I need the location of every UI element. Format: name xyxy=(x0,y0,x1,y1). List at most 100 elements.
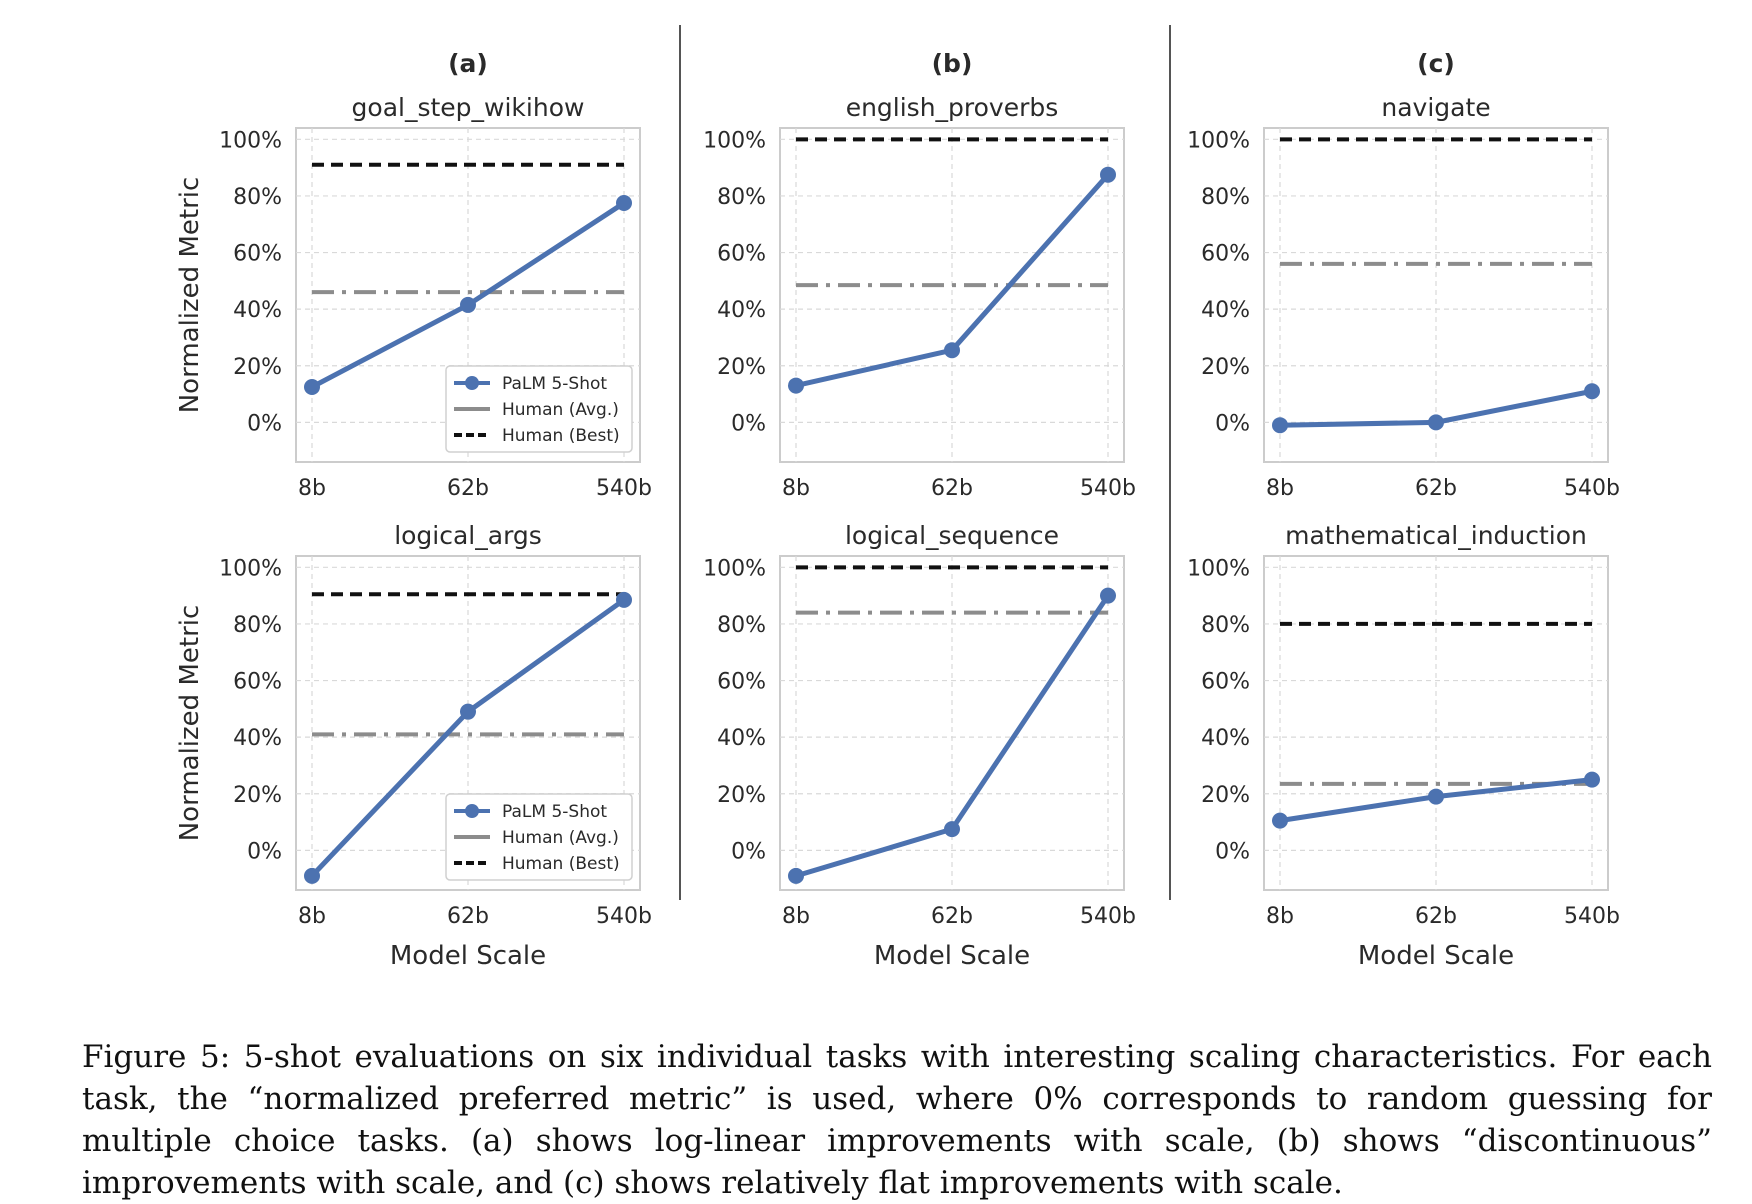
x-tick-label: 8b xyxy=(298,476,326,501)
y-tick-label: 60% xyxy=(233,670,282,695)
y-tick-label: 0% xyxy=(1215,411,1250,436)
y-tick-label: 60% xyxy=(717,242,766,267)
y-tick-label: 100% xyxy=(1187,556,1250,581)
chart-panel-navigate: 0% 20% 40% 60% 80% 100% 8b 62b 540b (c) navigate xyxy=(1187,49,1620,501)
x-tick-label: 540b xyxy=(1564,904,1620,929)
legend-label: PaLM 5-Shot xyxy=(502,802,607,822)
x-tick-label: 540b xyxy=(1564,476,1620,501)
y-tick-label: 40% xyxy=(233,726,282,751)
y-tick-label: 20% xyxy=(717,355,766,380)
palm-data-point xyxy=(1428,414,1444,431)
legend-marker xyxy=(465,804,479,818)
legend-label: PaLM 5-Shot xyxy=(502,374,607,394)
y-tick-label: 80% xyxy=(717,185,766,210)
y-axis-label: Normalized Metric xyxy=(175,177,205,414)
x-axis-label: Model Scale xyxy=(1358,941,1514,971)
palm-data-point xyxy=(460,703,476,720)
y-tick-label: 20% xyxy=(1201,355,1250,380)
x-tick-label: 62b xyxy=(1415,476,1457,501)
panel-column-label: (c) xyxy=(1417,49,1455,78)
y-tick-label: 0% xyxy=(247,411,282,436)
y-tick-label: 20% xyxy=(233,783,282,808)
subplot-title: goal_step_wikihow xyxy=(352,93,585,122)
palm-data-point xyxy=(304,867,320,884)
legend-box xyxy=(445,365,633,453)
chart-panel-logical-args: 0% 20% 40% 60% 80% 100% 8b 62b 540b logical_args N… xyxy=(175,521,652,971)
y-tick-label: 40% xyxy=(717,726,766,751)
y-tick-label: 40% xyxy=(717,298,766,323)
x-tick-label: 62b xyxy=(1415,904,1457,929)
subplot-title: english_proverbs xyxy=(846,93,1059,122)
figure-panel-grid: 0% 20% 40% 60% 80% 100% 8b 62b 540b (a) goal_step_… xyxy=(175,25,1620,971)
legend-label: Human (Best) xyxy=(502,854,620,874)
palm-data-point xyxy=(944,342,960,359)
palm-data-point xyxy=(1584,383,1600,400)
x-tick-label: 8b xyxy=(1266,904,1294,929)
chart-panel-logical-sequence: 0% 20% 40% 60% 80% 100% 8b 62b 540b logical_seque… xyxy=(703,521,1136,971)
y-tick-label: 0% xyxy=(731,839,766,864)
subplot-title: navigate xyxy=(1381,93,1490,122)
x-tick-label: 8b xyxy=(782,476,810,501)
y-tick-label: 100% xyxy=(703,128,766,153)
y-tick-label: 20% xyxy=(717,783,766,808)
y-tick-label: 60% xyxy=(717,670,766,695)
chart-panel-english-proverbs: 0% 20% 40% 60% 80% 100% 8b 62b 540b (b) english_pr… xyxy=(703,49,1136,501)
y-tick-label: 80% xyxy=(1201,613,1250,638)
legend-label: Human (Best) xyxy=(502,426,620,446)
palm-data-point xyxy=(616,591,632,608)
chart-legend: PaLM 5-Shot Human (Avg.) Human (Best) xyxy=(445,365,633,453)
x-axis-label: Model Scale xyxy=(390,941,546,971)
legend-label: Human (Avg.) xyxy=(502,828,619,848)
subplot-title: logical_sequence xyxy=(845,521,1059,550)
x-tick-label: 62b xyxy=(931,476,973,501)
y-tick-label: 60% xyxy=(233,242,282,267)
palm-data-point xyxy=(1100,166,1116,183)
palm-data-point xyxy=(304,378,320,395)
x-tick-label: 8b xyxy=(782,904,810,929)
chart-panel-mathematical-induction: 0% 20% 40% 60% 80% 100% 8b 62b 540b mathematical_… xyxy=(1187,521,1620,971)
palm-data-point xyxy=(1272,417,1288,434)
y-tick-label: 80% xyxy=(233,185,282,210)
palm-data-point xyxy=(1584,771,1600,788)
y-tick-label: 0% xyxy=(731,411,766,436)
legend-marker xyxy=(465,376,479,390)
y-tick-label: 60% xyxy=(1201,242,1250,267)
y-tick-label: 60% xyxy=(1201,670,1250,695)
y-tick-label: 80% xyxy=(717,613,766,638)
x-tick-label: 62b xyxy=(931,904,973,929)
y-tick-label: 0% xyxy=(247,839,282,864)
figure-caption: Figure 5: 5-shot evaluations on six indi… xyxy=(82,1039,1712,1201)
y-tick-label: 20% xyxy=(1201,783,1250,808)
y-tick-label: 100% xyxy=(219,128,282,153)
subplot-title: logical_args xyxy=(394,521,542,550)
legend-box xyxy=(445,793,633,881)
y-tick-label: 100% xyxy=(219,556,282,581)
y-tick-label: 100% xyxy=(703,556,766,581)
x-tick-label: 540b xyxy=(1080,904,1136,929)
y-tick-label: 20% xyxy=(233,355,282,380)
y-tick-label: 100% xyxy=(1187,128,1250,153)
palm-data-point xyxy=(944,821,960,838)
x-tick-label: 62b xyxy=(447,476,489,501)
chart-panel-goal-step-wikihow: 0% 20% 40% 60% 80% 100% 8b 62b 540b (a) goal_step_… xyxy=(175,49,652,501)
x-tick-label: 8b xyxy=(1266,476,1294,501)
palm-data-point xyxy=(460,296,476,313)
palm-data-point xyxy=(788,867,804,884)
x-tick-label: 540b xyxy=(596,476,652,501)
y-tick-label: 40% xyxy=(1201,298,1250,323)
y-tick-label: 0% xyxy=(1215,839,1250,864)
palm-data-point xyxy=(1428,788,1444,805)
y-tick-label: 40% xyxy=(233,298,282,323)
palm-data-point xyxy=(788,377,804,394)
x-tick-label: 62b xyxy=(447,904,489,929)
y-tick-label: 80% xyxy=(1201,185,1250,210)
x-tick-label: 540b xyxy=(1080,476,1136,501)
x-tick-label: 8b xyxy=(298,904,326,929)
chart-legend: PaLM 5-Shot Human (Avg.) Human (Best) xyxy=(445,793,633,881)
x-axis-label: Model Scale xyxy=(874,941,1030,971)
x-tick-label: 540b xyxy=(596,904,652,929)
palm-data-point xyxy=(616,195,632,212)
y-tick-label: 80% xyxy=(233,613,282,638)
palm-data-point xyxy=(1272,812,1288,829)
y-tick-label: 40% xyxy=(1201,726,1250,751)
